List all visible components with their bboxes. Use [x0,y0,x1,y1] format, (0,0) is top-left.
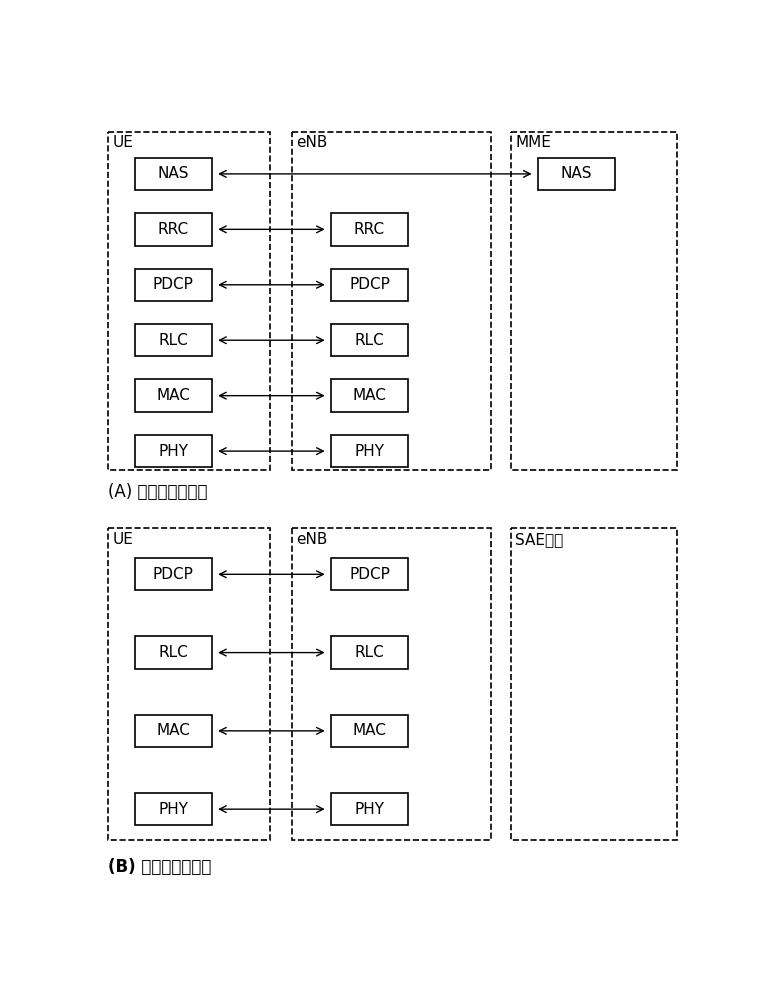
Text: PDCP: PDCP [349,277,390,292]
Bar [292,132,491,470]
Text: UE: UE [112,135,133,150]
Bar [135,636,212,669]
Bar [511,528,677,840]
Text: eNB: eNB [297,135,328,150]
Text: RLC: RLC [354,645,384,660]
Text: PHY: PHY [354,802,384,817]
Bar [135,793,212,825]
Bar [135,379,212,412]
Text: RLC: RLC [354,333,384,348]
Text: MAC: MAC [353,723,387,738]
Text: NAS: NAS [561,166,592,181]
Text: PDCP: PDCP [349,567,390,582]
Bar [331,636,408,669]
Text: MAC: MAC [156,723,190,738]
Text: MAC: MAC [353,388,387,403]
Bar [135,269,212,301]
Text: PDCP: PDCP [153,567,194,582]
Bar [331,715,408,747]
Bar [135,324,212,356]
Text: NAS: NAS [158,166,189,181]
Text: MAC: MAC [156,388,190,403]
Bar [331,379,408,412]
Text: eNB: eNB [297,532,328,547]
Bar [331,324,408,356]
Bar [135,435,212,467]
Text: PHY: PHY [354,444,384,459]
Text: RRC: RRC [354,222,385,237]
Text: RRC: RRC [158,222,189,237]
Text: PHY: PHY [158,802,189,817]
Bar [331,269,408,301]
Bar [292,528,491,840]
Text: (A) 控制平面协议栈: (A) 控制平面协议栈 [107,483,207,501]
Text: SAE网关: SAE网关 [515,532,564,547]
Text: RLC: RLC [159,333,188,348]
Bar [135,213,212,246]
Bar [107,132,270,470]
Bar [107,528,270,840]
Text: PDCP: PDCP [153,277,194,292]
Bar [511,132,677,470]
Text: MME: MME [515,135,551,150]
Text: PHY: PHY [158,444,189,459]
Text: RLC: RLC [159,645,188,660]
Text: (B) 用户平面协议栈: (B) 用户平面协议栈 [107,858,211,876]
Bar [331,435,408,467]
Bar [135,158,212,190]
Bar [331,558,408,590]
Bar [331,213,408,246]
Bar [135,558,212,590]
Bar [538,158,615,190]
Bar [135,715,212,747]
Bar [331,793,408,825]
Text: UE: UE [112,532,133,547]
